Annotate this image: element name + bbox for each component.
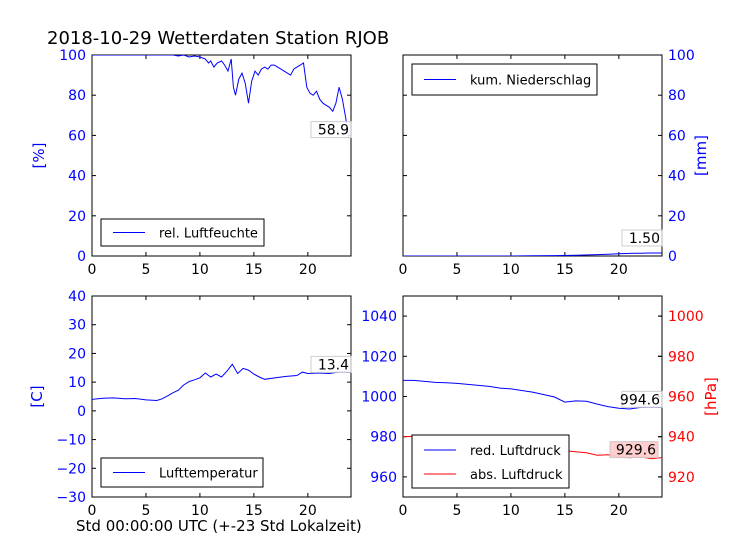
- pressure-xtick-label: 5: [452, 503, 461, 519]
- humidity-xtick-label: 20: [299, 262, 317, 278]
- precipitation-ytick-label: 40: [668, 169, 686, 185]
- precipitation-ytick-label: 100: [668, 48, 695, 64]
- humidity-last-value-box: [310, 121, 352, 139]
- precipitation-ytick-label: 20: [668, 209, 686, 225]
- humidity-ytick-label: 80: [68, 88, 86, 104]
- pressure-last-value-box-2: [609, 441, 659, 459]
- pressure-series-line-1: [403, 379, 662, 410]
- humidity-ytick-label: 100: [59, 48, 86, 64]
- pressure-xtick-label: 10: [502, 503, 520, 519]
- pressure-ylabel: [hPa]: [702, 377, 720, 416]
- temperature-ylabel: [C]: [28, 385, 46, 407]
- humidity-xtick-label: 15: [245, 262, 263, 278]
- precipitation-xtick-label: 0: [399, 262, 408, 278]
- temperature-ytick-label: −10: [56, 433, 86, 449]
- pressure-xtick-label: 0: [399, 503, 408, 519]
- precipitation-xtick-label: 15: [556, 262, 574, 278]
- precipitation-ylabel: [mm]: [692, 135, 710, 176]
- temperature-xtick-label: 0: [88, 503, 97, 519]
- temperature-ytick-label: 40: [68, 289, 86, 305]
- precipitation-panel: 0 5 10 15 20 0 20 40 60 80 100 [mm] 1.50 kum. Nieders…: [399, 48, 710, 278]
- pressure-last-value-box: [621, 390, 663, 408]
- temperature-ytick-label: 30: [68, 318, 86, 334]
- precipitation-series-line-1: [403, 252, 662, 256]
- figure-xlabel: Std 00:00:00 UTC (+-23 Std Lokalzeit): [76, 517, 362, 535]
- pressure-last-value-label-2: 929.6: [616, 443, 656, 459]
- temperature-xtick-label: 10: [191, 503, 209, 519]
- pressure-ytick-label: 980: [370, 430, 397, 446]
- temperature-last-value-label: 13.4: [318, 357, 349, 373]
- pressure-last-value-label: 994.6: [620, 392, 660, 408]
- temperature-xtick-label: 5: [141, 503, 150, 519]
- precipitation-last-value-label: 1.50: [629, 231, 660, 247]
- temperature-ytick-label: 0: [77, 404, 86, 420]
- pressure-legend-label-1: red. Luftdruck: [470, 444, 561, 459]
- pressure-ytick-right-label: 1000: [668, 309, 704, 325]
- pressure-xtick-label: 20: [610, 503, 628, 519]
- temperature-xtick-label: 20: [299, 503, 317, 519]
- pressure-ytick-label: 1000: [361, 390, 397, 406]
- pressure-ytick-label: 1020: [361, 349, 397, 365]
- humidity-panel: 0 5 10 15 20 0 20 40 60 80 100 [%] 58.9 rel. Luftfeuc…: [30, 48, 352, 278]
- temperature-ytick-label: −30: [56, 490, 86, 506]
- pressure-ytick-label: 1040: [361, 309, 397, 325]
- humidity-ytick-label: 20: [68, 209, 86, 225]
- precipitation-ytick-label: 0: [668, 249, 677, 265]
- pressure-ytick-label: 960: [370, 470, 397, 486]
- precipitation-legend-label-1: kum. Niederschlag: [470, 74, 591, 89]
- temperature-xtick-label: 15: [245, 503, 263, 519]
- pressure-ytick-right-label: 940: [668, 430, 695, 446]
- pressure-ytick-right-label: 920: [668, 470, 695, 486]
- humidity-ytick-label: 60: [68, 128, 86, 144]
- humidity-xtick-label: 5: [141, 262, 150, 278]
- precipitation-xtick-label: 20: [610, 262, 628, 278]
- pressure-ytick-right-label: 960: [668, 390, 695, 406]
- temperature-ytick-label: −20: [56, 461, 86, 477]
- temperature-ytick-label: 20: [68, 346, 86, 362]
- pressure-legend-label-2: abs. Luftdruck: [470, 468, 563, 483]
- temperature-legend-label-1: Lufttemperatur: [159, 467, 258, 482]
- humidity-ytick-label: 0: [77, 249, 86, 265]
- temperature-series-line-1: [92, 363, 351, 402]
- pressure-xtick-label: 15: [556, 503, 574, 519]
- temperature-last-value-box: [310, 355, 352, 373]
- precipitation-ytick-label: 80: [668, 88, 686, 104]
- figure-title: 2018-10-29 Wetterdaten Station RJOB: [47, 28, 389, 49]
- humidity-xtick-label: 0: [88, 262, 97, 278]
- humidity-last-value-label: 58.9: [318, 123, 349, 139]
- precipitation-ytick-label: 60: [668, 128, 686, 144]
- humidity-series-line-1: [92, 55, 350, 138]
- temperature-ytick-label: 10: [68, 375, 86, 391]
- pressure-ytick-right-label: 980: [668, 349, 695, 365]
- temperature-panel: 0 5 10 15 20 −30 −20 −10 0 10 20 30 40 [C] 13.4 Lufttem…: [28, 289, 352, 519]
- precipitation-xtick-label: 5: [452, 262, 461, 278]
- humidity-ylabel: [%]: [30, 143, 48, 169]
- precipitation-xtick-label: 10: [502, 262, 520, 278]
- precipitation-last-value-box: [621, 229, 663, 247]
- humidity-xtick-label: 10: [191, 262, 209, 278]
- pressure-legend-box: [411, 434, 570, 489]
- pressure-panel: 0 5 10 15 20 960 980 1000 1020 1040 920 940 960 980 10…: [361, 295, 720, 519]
- humidity-ytick-label: 40: [68, 169, 86, 185]
- humidity-legend-label-1: rel. Luftfeuchte: [159, 227, 258, 242]
